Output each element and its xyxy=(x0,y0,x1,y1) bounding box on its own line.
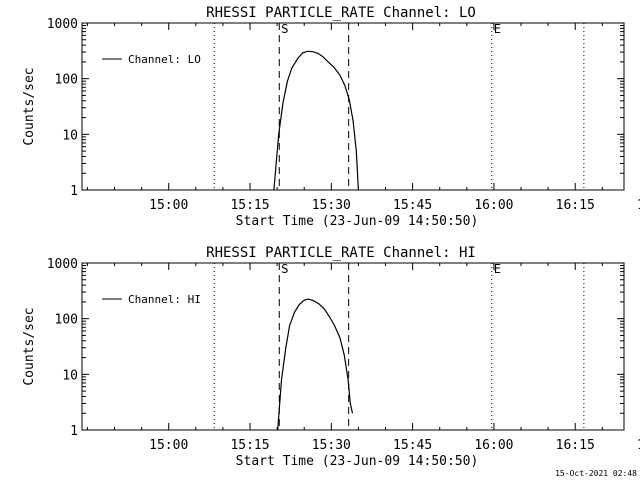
footer-timestamp: 15-Oct-2021 02:48 xyxy=(555,469,637,478)
marker-label-S: S xyxy=(281,22,288,36)
y-tick-label: 10 xyxy=(62,128,78,143)
legend-label: Channel: HI xyxy=(128,293,201,306)
chart-panel-2: RHESSI PARTICLE_RATE Channel: HI 1 10 100 10… xyxy=(22,245,640,469)
y-tick-label: 1 xyxy=(70,424,78,439)
y-tick-label: 1 xyxy=(70,184,78,199)
y-axis-label: Counts/sec xyxy=(22,67,37,145)
plot-frame xyxy=(81,22,625,191)
x-tick-label: 16:15 xyxy=(556,198,595,213)
chart-panel-1: RHESSI PARTICLE_RATE Channel: LO 1 10 100 10… xyxy=(22,5,640,229)
marker-label-E: E xyxy=(494,262,501,276)
x-tick-label: 15:45 xyxy=(393,438,432,453)
x-tick-label: 15:00 xyxy=(149,438,188,453)
x-tick-label: 15:15 xyxy=(230,198,269,213)
x-tick-label: 15:45 xyxy=(393,198,432,213)
chart-title: RHESSI PARTICLE_RATE Channel: HI xyxy=(206,245,476,261)
y-tick-label: 100 xyxy=(55,73,78,88)
y-tick-label: 10 xyxy=(62,368,78,383)
x-tick-label: 16:30 xyxy=(637,438,640,453)
x-tick-label: 16:30 xyxy=(637,198,640,213)
x-tick-label: 16:00 xyxy=(474,198,513,213)
x-tick-label: 15:15 xyxy=(230,438,269,453)
x-tick-label: 15:30 xyxy=(312,198,351,213)
x-axis-label: Start Time (23-Jun-09 14:50:50) xyxy=(236,214,479,229)
x-tick-label: 16:15 xyxy=(556,438,595,453)
plot-frame xyxy=(81,262,625,431)
y-axis-label: Counts/sec xyxy=(22,307,37,385)
y-tick-label: 1000 xyxy=(47,17,78,32)
x-tick-label: 16:00 xyxy=(474,438,513,453)
series-line-channel-hi xyxy=(277,298,354,431)
legend-label: Channel: LO xyxy=(128,53,201,66)
marker-label-E: E xyxy=(494,22,501,36)
y-tick-label: 1000 xyxy=(47,257,78,272)
x-axis-label: Start Time (23-Jun-09 14:50:50) xyxy=(236,454,479,469)
marker-label-S: S xyxy=(281,262,288,276)
series-line-channel-lo xyxy=(273,50,359,191)
x-tick-label: 15:30 xyxy=(312,438,351,453)
x-tick-label: 15:00 xyxy=(149,198,188,213)
y-tick-label: 100 xyxy=(55,313,78,328)
chart-title: RHESSI PARTICLE_RATE Channel: LO xyxy=(206,5,476,21)
